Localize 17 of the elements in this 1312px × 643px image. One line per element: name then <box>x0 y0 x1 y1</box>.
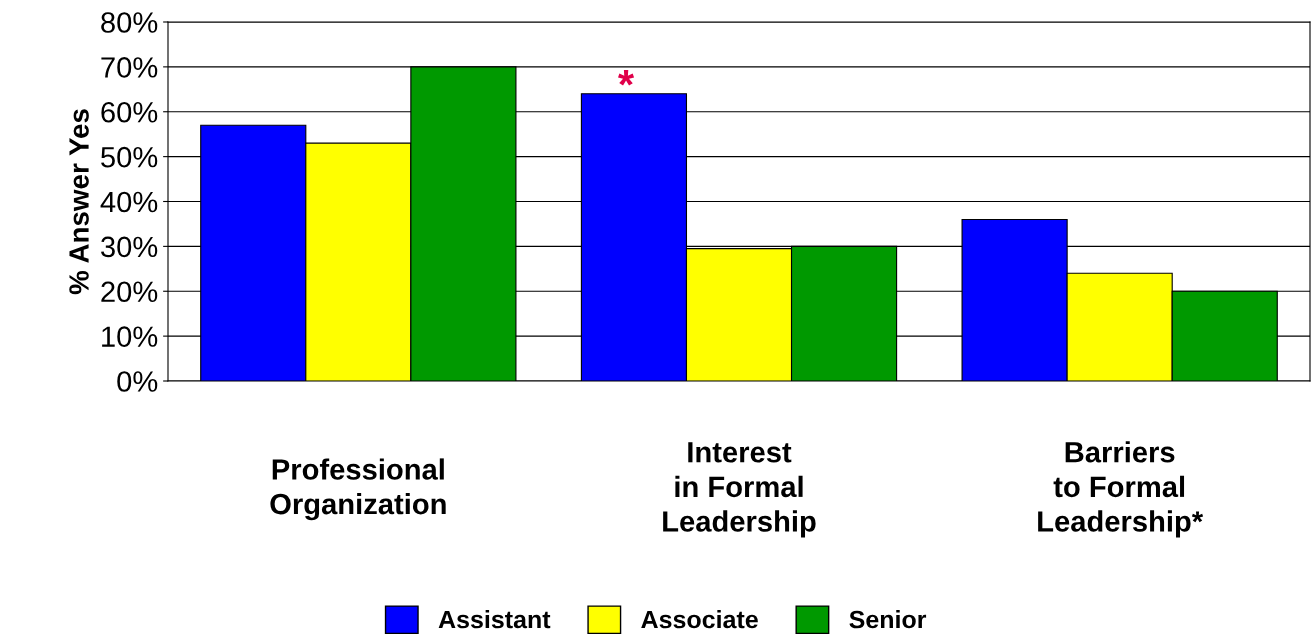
x-tick-label: Interest in Formal Leadership <box>663 442 816 538</box>
y-tick-label: 60% <box>101 101 158 123</box>
y-tick-label: 0% <box>117 371 158 392</box>
y-tick-label: 70% <box>101 57 158 78</box>
legend-label: Senior <box>849 609 927 629</box>
y-tick-label: 20% <box>101 281 158 303</box>
y-tick-label: 10% <box>102 326 158 347</box>
x-tick-label: Barriers to Formal Leadership* <box>1038 441 1204 538</box>
legend-label: Assistant <box>438 609 551 629</box>
y-tick-label: 40% <box>100 191 158 213</box>
y-tick-label: 50% <box>101 146 158 168</box>
y-axis-title: % Answer Yes <box>69 109 89 295</box>
y-tick-label: 80% <box>101 12 158 33</box>
x-tick-label: Professional Organization <box>270 458 446 521</box>
y-tick-label: 30% <box>101 236 158 258</box>
annotation: * <box>618 70 635 86</box>
legend-label: Associate <box>641 609 758 629</box>
